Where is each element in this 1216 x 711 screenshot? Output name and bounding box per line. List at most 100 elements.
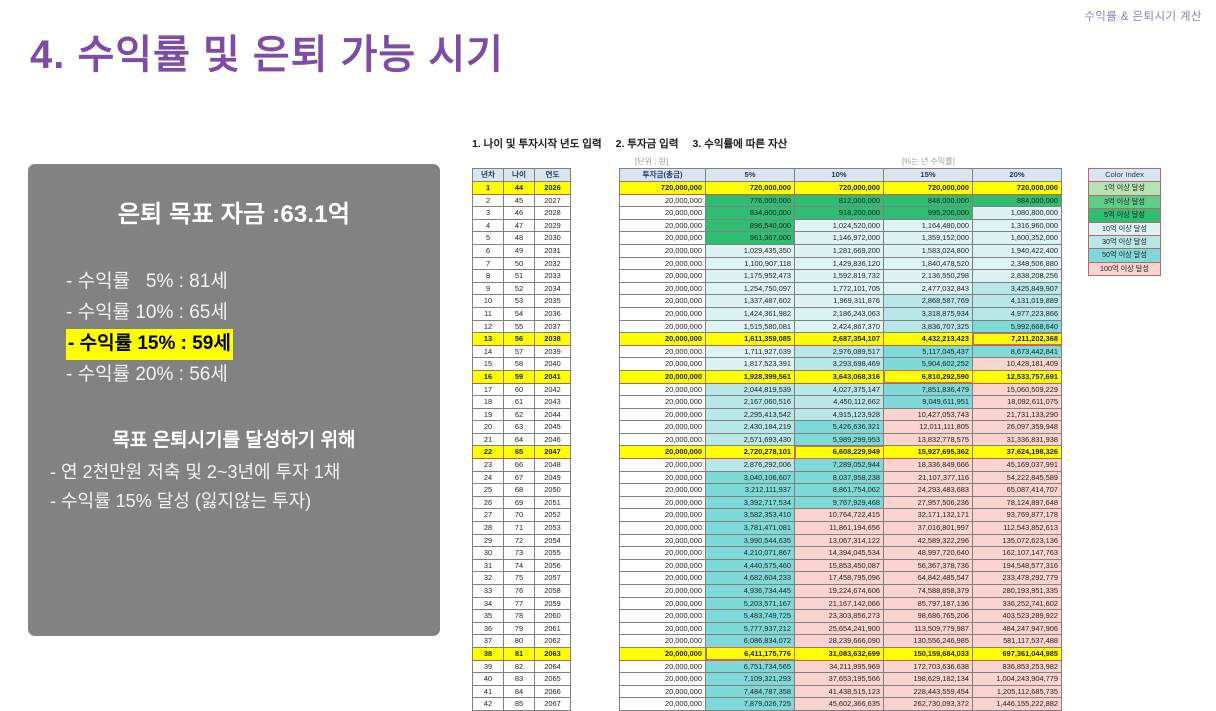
cell[interactable]: 2027 (534, 193, 571, 208)
cell-value[interactable]: 8,861,754,062 (794, 483, 884, 497)
asset-projection-table[interactable]: 투자금(총금) 5% 10% 15% 20% 720,000,000 720,000,00… (619, 168, 1062, 711)
cell-value[interactable]: 2,687,354,107 (794, 332, 884, 346)
cell-invest[interactable]: 20,000,000 (619, 319, 706, 334)
cell-value[interactable]: 4,131,019,889 (972, 294, 1062, 308)
table-row[interactable]: 38 81 2063 (472, 646, 571, 661)
cell[interactable]: 2049 (534, 470, 571, 485)
cell-invest[interactable]: 20,000,000 (619, 344, 706, 359)
cell-invest[interactable]: 20,000,000 (619, 584, 706, 598)
cell[interactable]: 7 (472, 256, 504, 271)
cell-value[interactable]: 403,523,289,922 (972, 609, 1062, 623)
cell[interactable]: 26 (472, 495, 504, 510)
cell[interactable]: 81 (503, 646, 535, 661)
cell-invest[interactable]: 20,000,000 (619, 294, 706, 308)
cell[interactable]: 2033 (534, 269, 571, 283)
cell[interactable]: 58 (503, 357, 535, 371)
table-row[interactable]: 24 67 2049 (472, 470, 571, 485)
cell-value[interactable]: 1,592,819,732 (794, 269, 884, 283)
cell[interactable]: 61 (503, 395, 535, 409)
cell-value[interactable]: 37,624,198,326 (972, 445, 1062, 460)
cell-value[interactable]: 13,067,314,122 (794, 533, 884, 548)
cell-value[interactable]: 112,543,852,613 (972, 521, 1062, 535)
cell[interactable]: 2059 (534, 596, 571, 611)
table-row[interactable]: 18 61 2043 (472, 395, 571, 409)
cell[interactable]: 14 (472, 344, 504, 359)
cell-value[interactable]: 48,997,720,640 (883, 546, 973, 560)
cell[interactable]: 10 (472, 294, 504, 308)
cell[interactable]: 2065 (534, 672, 571, 686)
cell-value[interactable]: 7,211,202,368 (972, 332, 1062, 346)
cell-value[interactable]: 1,024,520,000 (794, 218, 884, 233)
cell[interactable]: 63 (503, 420, 535, 434)
cell-value[interactable]: 41,438,515,123 (794, 684, 884, 699)
table-row[interactable]: 20,000,000 1,928,399,561 3,643,068,316 6,81… (619, 369, 1062, 384)
table-row[interactable]: 20,000,000 6,751,734,565 34,211,995,969 172… (619, 659, 1062, 674)
table-row[interactable]: 20,000,000 4,936,734,445 19,224,674,606 74,… (619, 584, 1062, 598)
col-header-2[interactable]: 10% (794, 168, 884, 182)
table-row[interactable]: 14 57 2039 (472, 344, 571, 359)
cell-value[interactable]: 1,711,927,039 (705, 344, 795, 359)
cell[interactable]: 18 (472, 395, 504, 409)
table-row[interactable]: 20,000,000 6,411,175,776 31,083,632,699 150… (619, 646, 1062, 661)
cell[interactable]: 53 (503, 294, 535, 308)
cell[interactable]: 2061 (534, 621, 571, 636)
cell-invest[interactable]: 20,000,000 (619, 546, 706, 560)
cell[interactable]: 2058 (534, 584, 571, 598)
table-row[interactable]: 20,000,000 1,175,952,473 1,592,819,732 2,13… (619, 269, 1062, 283)
table-row[interactable]: 20,000,000 3,781,471,081 11,861,194,656 37,… (619, 521, 1062, 535)
cell-invest[interactable]: 20,000,000 (619, 596, 706, 611)
cell-value[interactable]: 31,083,632,699 (794, 646, 884, 661)
cell-value[interactable]: 5,203,571,167 (705, 596, 795, 611)
table-row[interactable]: 20,000,000 3,212,111,937 8,861,754,062 24,2… (619, 483, 1062, 497)
cell-value[interactable]: 1,281,669,200 (794, 243, 884, 258)
cell[interactable]: 42 (472, 697, 504, 711)
cell-value[interactable]: 3,212,111,937 (705, 483, 795, 497)
cell-value[interactable]: 10,764,722,415 (794, 508, 884, 523)
cell-value[interactable]: 1,164,480,000 (883, 218, 973, 233)
col-header-1[interactable]: 나이 (503, 168, 535, 182)
cell[interactable]: 46 (503, 206, 535, 220)
cell[interactable]: 33 (472, 584, 504, 598)
cell[interactable]: 75 (503, 571, 535, 585)
table-row[interactable]: 11 54 2036 (472, 306, 571, 321)
cell-value[interactable]: 113,509,779,987 (883, 621, 973, 636)
table-row[interactable]: 30 73 2055 (472, 546, 571, 560)
cell-value[interactable]: 1,175,952,473 (705, 269, 795, 283)
cell[interactable]: 34 (472, 596, 504, 611)
cell-value[interactable]: 78,124,897,648 (972, 495, 1062, 510)
cell-value[interactable]: 2,167,060,516 (705, 395, 795, 409)
cell-value[interactable]: 10,427,053,743 (883, 407, 973, 422)
cell-value[interactable]: 9,049,611,951 (883, 395, 973, 409)
cell-value[interactable]: 26,097,359,948 (972, 420, 1062, 434)
table-row[interactable]: 20,000,000 3,582,353,410 10,764,722,415 32,… (619, 508, 1062, 523)
table-row[interactable]: 20,000,000 5,203,571,167 21,167,142,066 85,… (619, 596, 1062, 611)
cell-value[interactable]: 11,861,194,656 (794, 521, 884, 535)
cell[interactable]: 74 (503, 558, 535, 573)
table-row[interactable]: 20,000,000 7,879,026,725 45,602,366,635 262… (619, 697, 1062, 711)
cell[interactable]: 78 (503, 609, 535, 623)
cell-invest[interactable]: 20,000,000 (619, 382, 706, 397)
cell-value[interactable]: 45,602,366,635 (794, 697, 884, 711)
table-row[interactable]: 29 72 2054 (472, 533, 571, 548)
cell-invest[interactable]: 20,000,000 (619, 684, 706, 699)
cell[interactable]: 56 (503, 332, 535, 346)
cell-value[interactable]: 2,976,089,517 (794, 344, 884, 359)
cell-value[interactable]: 21,107,377,116 (883, 470, 973, 485)
cell[interactable]: 2050 (534, 483, 571, 497)
cell-value[interactable]: 150,159,684,033 (883, 646, 973, 661)
table-row[interactable]: 17 60 2042 (472, 382, 571, 397)
cell-invest[interactable]: 20,000,000 (619, 533, 706, 548)
cell-invest[interactable]: 20,000,000 (619, 395, 706, 409)
cell[interactable]: 2034 (534, 281, 571, 296)
table-row[interactable]: 32 75 2057 (472, 571, 571, 585)
cell-value[interactable]: 581,117,537,488 (972, 634, 1062, 648)
cell-invest[interactable]: 20,000,000 (619, 281, 706, 296)
table-row[interactable]: 20,000,000 2,044,819,539 4,027,375,147 7,85… (619, 382, 1062, 397)
cell-value[interactable]: 3,040,106,607 (705, 470, 795, 485)
cell-invest[interactable]: 20,000,000 (619, 407, 706, 422)
cell-value[interactable]: 233,478,292,779 (972, 571, 1062, 585)
table-row[interactable]: 20 63 2045 (472, 420, 571, 434)
cell[interactable]: 5 (472, 231, 504, 245)
cell-value[interactable]: 961,367,000 (705, 231, 795, 245)
cell-value[interactable]: 1,337,487,602 (705, 294, 795, 308)
